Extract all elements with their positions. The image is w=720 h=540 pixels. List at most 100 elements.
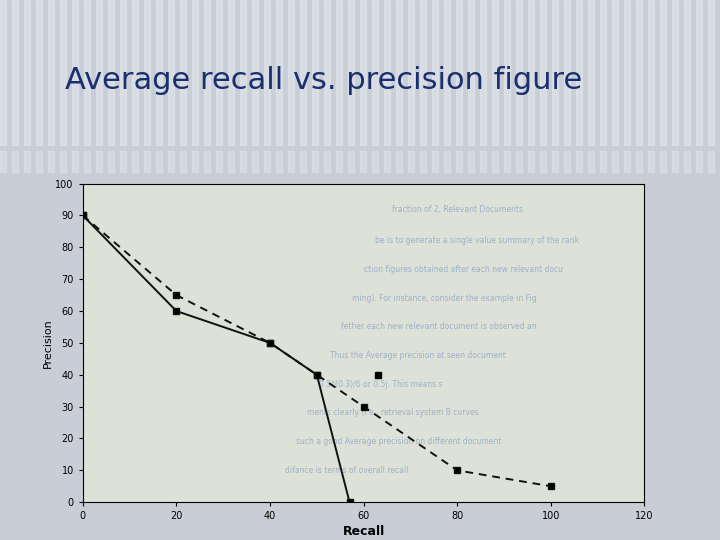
Bar <box>324 0 330 146</box>
Bar <box>60 151 66 173</box>
Bar <box>684 151 690 173</box>
Bar <box>180 0 186 146</box>
Bar <box>432 0 438 146</box>
Bar <box>636 151 642 173</box>
Bar <box>120 0 126 146</box>
Bar <box>264 0 270 146</box>
Bar <box>36 151 42 173</box>
Bar <box>504 151 510 173</box>
Bar <box>612 151 618 173</box>
Bar <box>540 151 546 173</box>
Bar <box>336 0 342 146</box>
Bar <box>708 0 714 146</box>
Bar <box>600 151 606 173</box>
Bar <box>180 151 186 173</box>
Bar <box>384 0 390 146</box>
Bar <box>396 151 402 173</box>
Bar <box>696 151 702 173</box>
Bar <box>480 0 486 146</box>
Bar <box>252 0 258 146</box>
Bar <box>564 151 570 173</box>
Bar <box>504 0 510 146</box>
Bar <box>36 0 42 146</box>
Bar <box>348 0 354 146</box>
Bar <box>372 0 378 146</box>
Bar <box>696 0 702 146</box>
Bar <box>108 151 114 173</box>
Bar <box>480 151 486 173</box>
Text: 0.5*(0.3)/6 or 0.5j. This means s: 0.5*(0.3)/6 or 0.5j. This means s <box>319 380 442 389</box>
Text: ction figures obtained after each new relevant docu: ction figures obtained after each new re… <box>364 265 562 274</box>
Bar <box>144 151 150 173</box>
Bar <box>12 0 18 146</box>
Bar <box>444 0 450 146</box>
Bar <box>648 151 654 173</box>
Bar <box>660 0 666 146</box>
Bar <box>240 0 246 146</box>
Bar <box>192 151 198 173</box>
Bar <box>456 0 462 146</box>
Bar <box>576 151 582 173</box>
Bar <box>708 151 714 173</box>
Bar <box>24 0 30 146</box>
Bar <box>12 151 18 173</box>
Bar <box>684 0 690 146</box>
Text: be is to generate a single value summary of the rank: be is to generate a single value summary… <box>375 237 579 246</box>
Bar <box>72 0 78 146</box>
Bar <box>216 0 222 146</box>
Bar <box>336 151 342 173</box>
Bar <box>252 151 258 173</box>
Bar <box>492 151 498 173</box>
Bar <box>516 0 522 146</box>
Bar <box>84 151 90 173</box>
Bar <box>72 151 78 173</box>
Bar <box>420 151 426 173</box>
Bar <box>48 0 54 146</box>
Text: ments clearly (i.e., retrieval system B curves: ments clearly (i.e., retrieval system B … <box>307 408 479 417</box>
Bar <box>528 0 534 146</box>
Bar <box>624 151 630 173</box>
Bar <box>552 0 558 146</box>
Bar <box>564 0 570 146</box>
Bar <box>552 151 558 173</box>
Bar <box>432 151 438 173</box>
Bar <box>372 151 378 173</box>
Bar <box>456 151 462 173</box>
Bar <box>156 151 162 173</box>
Bar <box>216 151 222 173</box>
Bar <box>468 151 474 173</box>
Bar <box>348 151 354 173</box>
Bar <box>276 0 282 146</box>
Bar <box>408 0 414 146</box>
Bar <box>48 151 54 173</box>
Bar <box>468 0 474 146</box>
Bar <box>168 151 174 173</box>
Bar <box>672 0 678 146</box>
Bar <box>312 151 318 173</box>
Bar <box>192 0 198 146</box>
Bar <box>228 151 234 173</box>
Bar <box>360 0 366 146</box>
Bar <box>144 0 150 146</box>
Text: Thus the Average precision at seen document: Thus the Average precision at seen docum… <box>330 351 505 360</box>
Bar <box>360 151 366 173</box>
Bar <box>324 151 330 173</box>
Bar <box>288 0 294 146</box>
X-axis label: Recall: Recall <box>343 525 384 538</box>
Bar <box>0 151 6 173</box>
Bar <box>576 0 582 146</box>
Bar <box>120 151 126 173</box>
Bar <box>0 0 6 146</box>
Bar <box>168 0 174 146</box>
Bar <box>600 0 606 146</box>
Bar <box>204 0 210 146</box>
Bar <box>648 0 654 146</box>
Text: ming). For instance, consider the example in Fig: ming). For instance, consider the exampl… <box>352 294 537 303</box>
Bar <box>132 151 138 173</box>
Bar <box>300 151 306 173</box>
Bar <box>108 0 114 146</box>
Bar <box>312 0 318 146</box>
Bar <box>588 151 594 173</box>
Bar <box>60 0 66 146</box>
Bar <box>396 0 402 146</box>
